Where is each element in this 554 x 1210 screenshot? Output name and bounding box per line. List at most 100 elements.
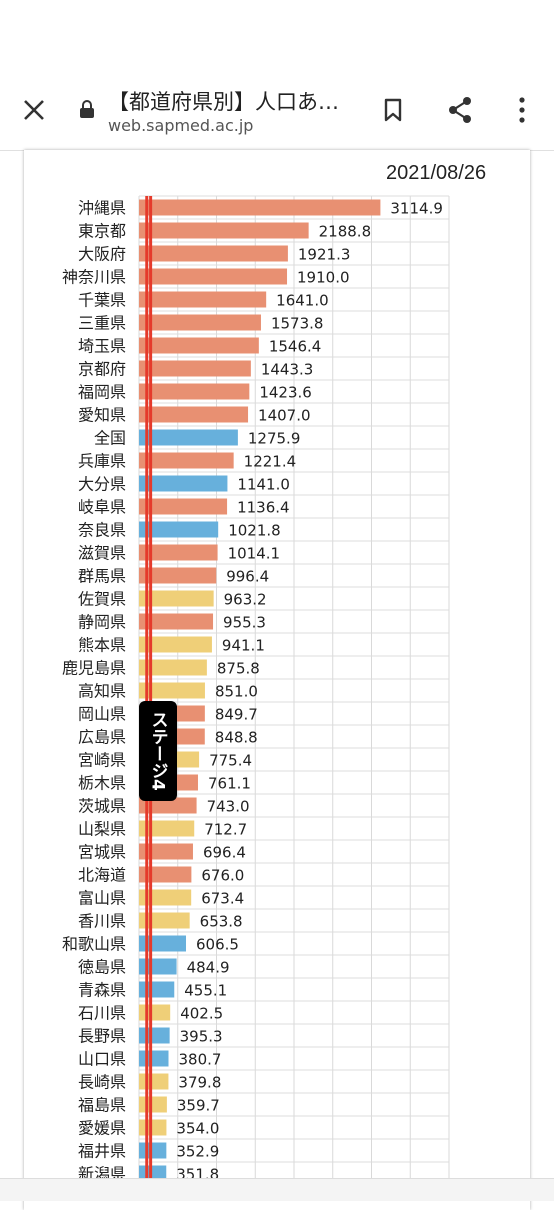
close-icon[interactable]: [18, 94, 50, 126]
bar: [139, 636, 212, 653]
category-label: 群馬県: [78, 567, 126, 586]
category-label: 栃木県: [78, 774, 126, 793]
value-label: 1910.0: [297, 269, 350, 287]
category-label: 兵庫県: [78, 452, 126, 471]
category-label: 埼玉県: [78, 337, 126, 356]
bar: [139, 1142, 167, 1159]
category-label: 香川県: [78, 912, 126, 931]
bar: [139, 1096, 167, 1113]
stage-badge: ステージ4: [139, 701, 177, 801]
value-label: 352.9: [176, 1143, 219, 1161]
value-label: 1546.4: [269, 338, 322, 356]
bar: [139, 521, 219, 538]
category-label: 広島県: [78, 728, 126, 747]
value-label: 402.5: [180, 1005, 223, 1023]
value-label: 1141.0: [237, 476, 289, 494]
bar: [139, 590, 214, 607]
category-label: 富山県: [78, 889, 126, 908]
category-label: 静岡県: [78, 613, 126, 632]
value-label: 743.0: [207, 798, 250, 816]
page-title: 【都道府県別】人口あ…: [108, 90, 339, 114]
category-label: 福岡県: [78, 383, 126, 402]
bar: [139, 843, 193, 860]
bottom-bar: [0, 1178, 554, 1201]
value-label: 941.1: [222, 637, 265, 655]
value-label: 3114.9: [390, 200, 443, 218]
bar: [139, 797, 197, 814]
value-label: 955.3: [223, 614, 266, 632]
category-label: 山口県: [78, 1050, 126, 1069]
bar: [139, 268, 288, 285]
more-vert-icon[interactable]: [510, 94, 534, 126]
value-label: 354.0: [176, 1120, 219, 1138]
value-label: 653.8: [200, 913, 243, 931]
category-label: 石川県: [78, 1004, 126, 1023]
bookmark-icon[interactable]: [378, 94, 408, 126]
browser-toolbar: 【都道府県別】人口あ… web.sapmed.ac.jp: [0, 0, 554, 151]
value-label: 1021.8: [228, 522, 281, 540]
value-label: 761.1: [208, 775, 251, 793]
value-label: 963.2: [224, 591, 267, 609]
category-label: 山梨県: [78, 820, 126, 839]
value-label: 606.5: [196, 936, 239, 954]
bar: [139, 1119, 167, 1136]
bar: [139, 314, 261, 331]
bar: [139, 337, 259, 354]
share-icon[interactable]: [444, 94, 476, 126]
bar: [139, 544, 218, 561]
value-label: 775.4: [209, 752, 252, 770]
bar: [139, 682, 205, 699]
bar: [139, 452, 234, 469]
bar: [139, 659, 207, 676]
value-label: 1641.0: [276, 292, 329, 310]
bar: [139, 1004, 171, 1021]
bar: [139, 475, 228, 492]
value-label: 1573.8: [271, 315, 324, 333]
bar: [139, 958, 177, 975]
bar: [139, 245, 288, 262]
bar: [139, 406, 249, 423]
value-label: 379.8: [178, 1074, 221, 1092]
category-label: 岐阜県: [78, 498, 126, 517]
page-url[interactable]: web.sapmed.ac.jp: [108, 116, 254, 135]
category-label: 岡山県: [78, 705, 126, 724]
category-label: 北海道: [78, 866, 126, 885]
bar: [139, 291, 267, 308]
category-label: 和歌山県: [62, 935, 126, 954]
category-label: 熊本県: [78, 636, 126, 655]
value-label: 1136.4: [237, 499, 289, 517]
value-label: 1921.3: [298, 246, 351, 264]
value-label: 696.4: [203, 844, 246, 862]
category-label: 沖縄県: [78, 199, 126, 218]
category-label: 青森県: [78, 981, 126, 1000]
category-label: 長崎県: [78, 1073, 126, 1092]
category-label: 三重県: [78, 314, 126, 333]
value-label: 380.7: [179, 1051, 222, 1069]
value-label: 1275.9: [248, 430, 301, 448]
bar: [139, 360, 251, 377]
value-label: 2188.8: [319, 223, 372, 241]
category-label: 千葉県: [78, 291, 126, 310]
category-label: 愛媛県: [78, 1119, 126, 1138]
category-label: 宮崎県: [78, 751, 126, 770]
chart-date: 2021/08/26: [386, 162, 487, 184]
value-label: 484.9: [187, 959, 230, 977]
category-label: 京都府: [78, 360, 126, 379]
value-label: 712.7: [204, 821, 247, 839]
value-label: 455.1: [184, 982, 227, 1000]
lock-icon: [76, 96, 98, 122]
value-label: 1407.0: [258, 407, 311, 425]
value-label: 851.0: [215, 683, 258, 701]
value-label: 673.4: [201, 890, 244, 908]
bar: [139, 498, 228, 515]
value-label: 848.8: [215, 729, 258, 747]
bar: [139, 613, 214, 630]
value-label: 359.7: [177, 1097, 220, 1115]
value-label: 996.4: [226, 568, 269, 586]
category-label: 全国: [94, 429, 126, 448]
category-label: 大阪府: [78, 245, 126, 264]
category-label: 大分県: [78, 475, 126, 494]
bar: [139, 383, 250, 400]
bar: [139, 199, 381, 216]
